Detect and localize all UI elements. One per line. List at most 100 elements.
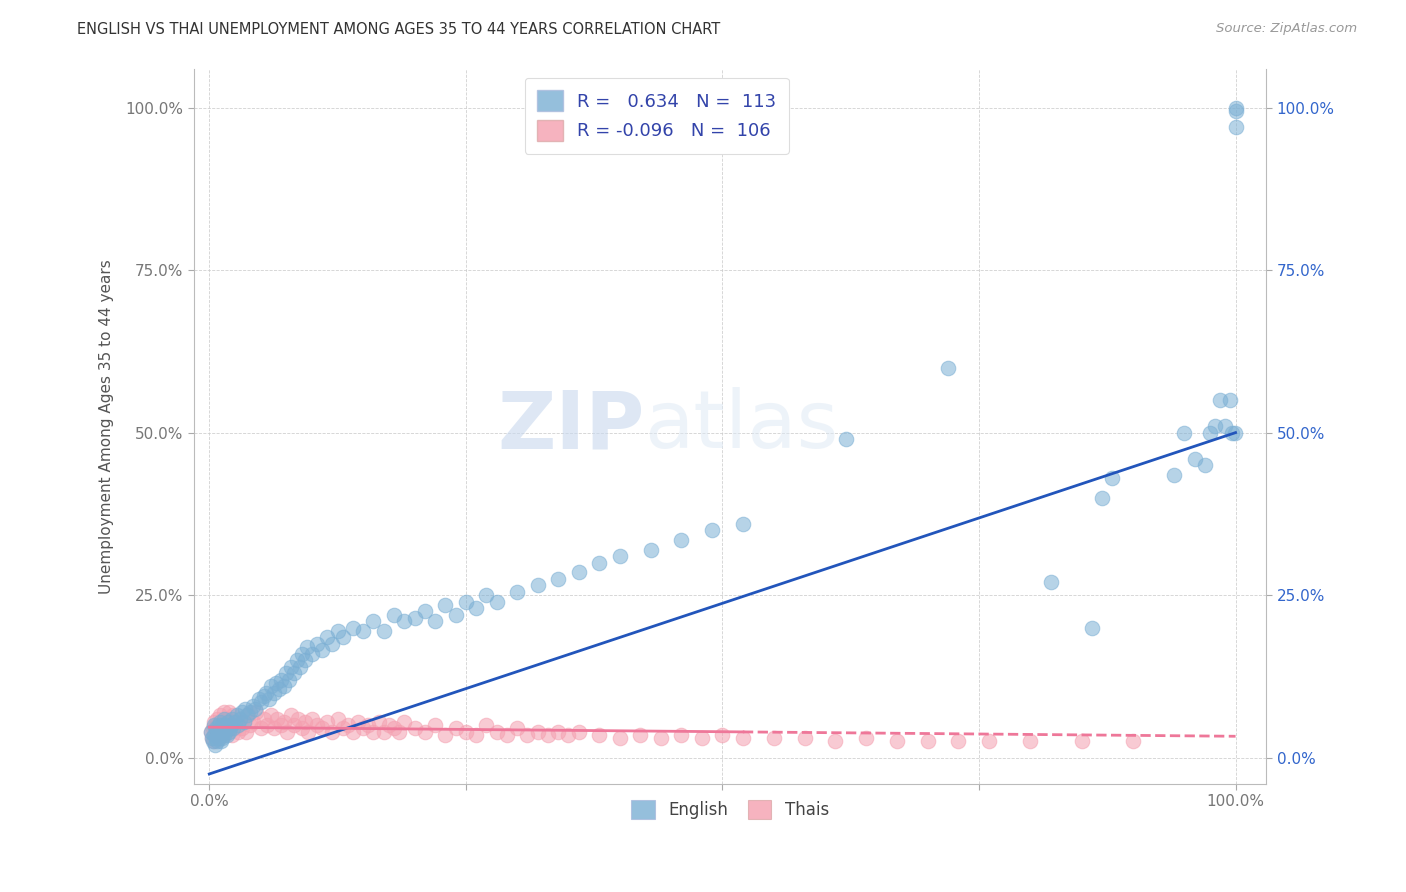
Point: [253, 689, 276, 703]
Point: [207, 724, 229, 739]
Point: [224, 722, 246, 736]
Point: [221, 728, 243, 742]
Point: [373, 724, 395, 739]
Point: [233, 702, 256, 716]
Point: [824, 734, 846, 748]
Point: [1209, 393, 1232, 408]
Point: [215, 712, 238, 726]
Point: [233, 714, 256, 729]
Point: [301, 647, 323, 661]
Point: [217, 724, 239, 739]
Point: [465, 601, 488, 615]
Point: [557, 728, 579, 742]
Point: [231, 705, 253, 719]
Point: [273, 679, 295, 693]
Point: [239, 718, 262, 732]
Point: [434, 598, 457, 612]
Point: [294, 714, 316, 729]
Point: [475, 718, 498, 732]
Point: [311, 722, 333, 736]
Point: [948, 734, 970, 748]
Point: [444, 722, 467, 736]
Point: [208, 728, 231, 742]
Text: Source: ZipAtlas.com: Source: ZipAtlas.com: [1216, 22, 1357, 36]
Point: [423, 614, 446, 628]
Point: [205, 718, 228, 732]
Point: [211, 731, 233, 746]
Text: atlas: atlas: [644, 387, 839, 465]
Point: [326, 712, 349, 726]
Point: [326, 624, 349, 638]
Point: [1081, 621, 1104, 635]
Point: [215, 718, 238, 732]
Point: [207, 731, 229, 746]
Point: [588, 728, 610, 742]
Point: [238, 708, 260, 723]
Point: [218, 722, 240, 736]
Point: [979, 734, 1001, 748]
Point: [1213, 419, 1236, 434]
Point: [650, 731, 672, 746]
Point: [640, 542, 662, 557]
Point: [202, 734, 225, 748]
Point: [382, 607, 405, 622]
Point: [516, 728, 538, 742]
Point: [301, 712, 323, 726]
Point: [209, 728, 232, 742]
Point: [214, 724, 236, 739]
Point: [1225, 101, 1247, 115]
Point: [280, 659, 302, 673]
Point: [253, 712, 276, 726]
Point: [363, 724, 385, 739]
Point: [434, 728, 457, 742]
Point: [215, 718, 238, 732]
Point: [276, 666, 298, 681]
Point: [226, 718, 249, 732]
Point: [332, 722, 354, 736]
Point: [247, 692, 270, 706]
Point: [202, 734, 225, 748]
Point: [257, 692, 280, 706]
Point: [1204, 419, 1226, 434]
Point: [917, 734, 939, 748]
Point: [260, 679, 283, 693]
Point: [506, 585, 529, 599]
Point: [229, 712, 252, 726]
Point: [287, 712, 309, 726]
Point: [506, 722, 529, 736]
Point: [1199, 425, 1222, 440]
Point: [211, 718, 233, 732]
Point: [1173, 425, 1195, 440]
Point: [205, 731, 228, 746]
Point: [609, 731, 631, 746]
Point: [242, 698, 264, 713]
Point: [273, 714, 295, 729]
Point: [352, 722, 374, 736]
Point: [702, 523, 724, 537]
Point: [444, 607, 467, 622]
Point: [283, 666, 305, 681]
Point: [1194, 458, 1216, 472]
Point: [568, 724, 591, 739]
Point: [394, 714, 416, 729]
Point: [475, 588, 498, 602]
Point: [215, 728, 238, 742]
Point: [342, 724, 364, 739]
Point: [332, 631, 354, 645]
Point: [373, 624, 395, 638]
Point: [793, 731, 815, 746]
Point: [205, 722, 228, 736]
Point: [202, 722, 225, 736]
Point: [342, 621, 364, 635]
Point: [311, 643, 333, 657]
Point: [485, 595, 508, 609]
Point: [628, 728, 651, 742]
Point: [200, 724, 222, 739]
Legend: English, Thais: English, Thais: [624, 793, 835, 825]
Point: [266, 712, 288, 726]
Point: [207, 718, 229, 732]
Point: [211, 724, 233, 739]
Point: [731, 731, 754, 746]
Point: [886, 734, 908, 748]
Point: [221, 712, 243, 726]
